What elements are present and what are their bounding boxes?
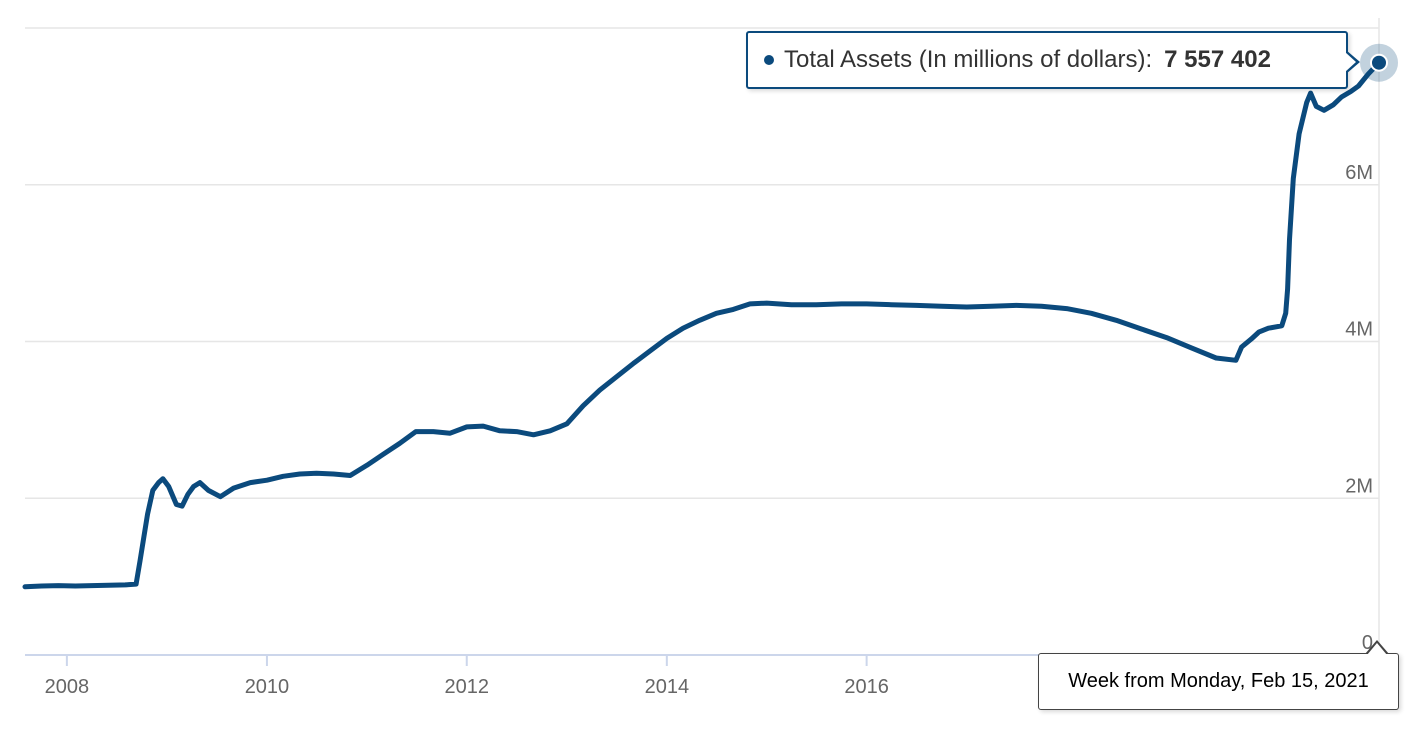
tooltip-series-label: Total Assets (In millions of dollars): — [784, 46, 1153, 73]
tooltip-date-label: Week from Monday, Feb 15, 2021 — [1068, 670, 1369, 692]
series-group — [22, 60, 1382, 590]
y-tick-label: 6M — [1345, 162, 1373, 184]
x-tick-label: 2012 — [445, 676, 490, 698]
series-dot-icon — [764, 55, 774, 65]
y-tick-label: 2M — [1345, 475, 1373, 497]
value-tooltip: Total Assets (In millions of dollars): 7… — [746, 31, 1360, 89]
hover-marker-group — [1360, 43, 1398, 82]
x-tick-label: 2016 — [844, 676, 889, 698]
x-tick-label: 2010 — [245, 676, 290, 698]
date-tooltip: Week from Monday, Feb 15, 2021 — [1038, 640, 1399, 710]
x-tick-label: 2008 — [45, 676, 90, 698]
tooltip-value: 7 557 402 — [1164, 46, 1271, 73]
hover-point[interactable] — [1370, 53, 1388, 72]
series-line-0 — [22, 60, 1382, 590]
x-tick-label: 2014 — [645, 676, 690, 698]
grid-lines — [25, 18, 1380, 655]
y-tick-label: 4M — [1345, 319, 1373, 341]
